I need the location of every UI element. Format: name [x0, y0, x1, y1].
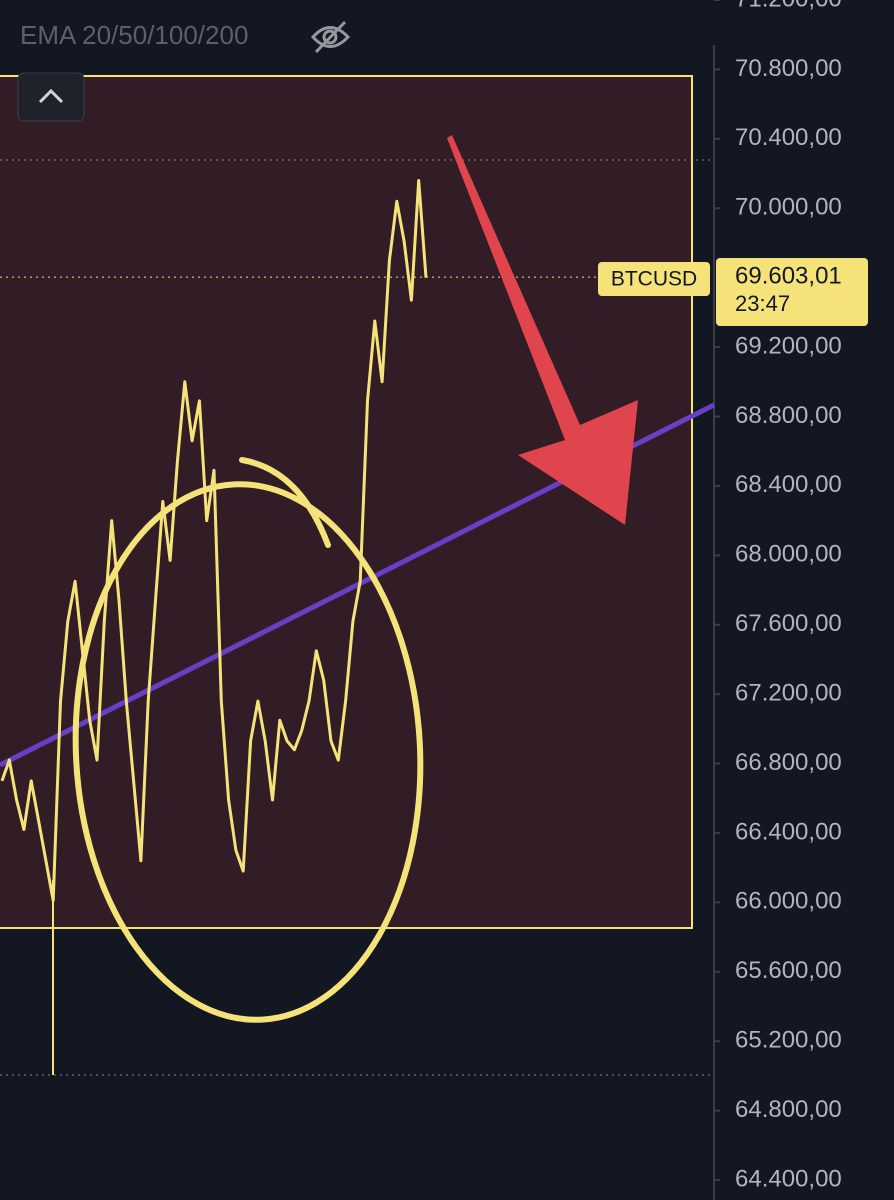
y-tick-label: 70.400,00 [735, 124, 842, 151]
y-tick-label: 69.200,00 [735, 332, 842, 359]
price-line [0, 179, 428, 903]
chevron-icon [38, 88, 64, 104]
y-tick-label: 67.200,00 [735, 679, 842, 706]
annotation-arc [239, 457, 331, 548]
y-tick-label: 70.800,00 [735, 55, 842, 82]
y-tick-label: 66.400,00 [735, 818, 842, 845]
price-tag [716, 258, 868, 326]
symbol-label: BTCUSD [611, 268, 697, 291]
range-box [0, 75, 693, 929]
y-tick-label: 71.200,00 [735, 0, 842, 12]
annotation-arrow [447, 135, 638, 525]
y-tick-label: 64.400,00 [735, 1165, 842, 1192]
y-tick-label: 65.600,00 [735, 957, 842, 984]
plot [0, 179, 428, 903]
y-tick-label: 70.000,00 [735, 194, 842, 221]
y-tick-label: 66.000,00 [735, 888, 842, 915]
last-price-label: 69.603,01 [735, 262, 842, 289]
collapse-button[interactable] [17, 72, 85, 122]
y-tick-label: 68.800,00 [735, 402, 842, 429]
indicator-label: EMA 20/50/100/200 [20, 20, 248, 50]
countdown-label: 23:47 [735, 291, 790, 316]
y-tick-label: 67.600,00 [735, 610, 842, 637]
y-tick-label: 68.000,00 [735, 541, 842, 568]
y-tick-label: 66.800,00 [735, 749, 842, 776]
eye-off-icon[interactable] [310, 20, 351, 54]
annotation-circle [72, 481, 424, 1023]
y-tick-label: 65.200,00 [735, 1027, 842, 1054]
y-tick-label: 64.800,00 [735, 1096, 842, 1123]
symbol-tag [598, 262, 710, 296]
y-tick-label: 68.400,00 [735, 471, 842, 498]
